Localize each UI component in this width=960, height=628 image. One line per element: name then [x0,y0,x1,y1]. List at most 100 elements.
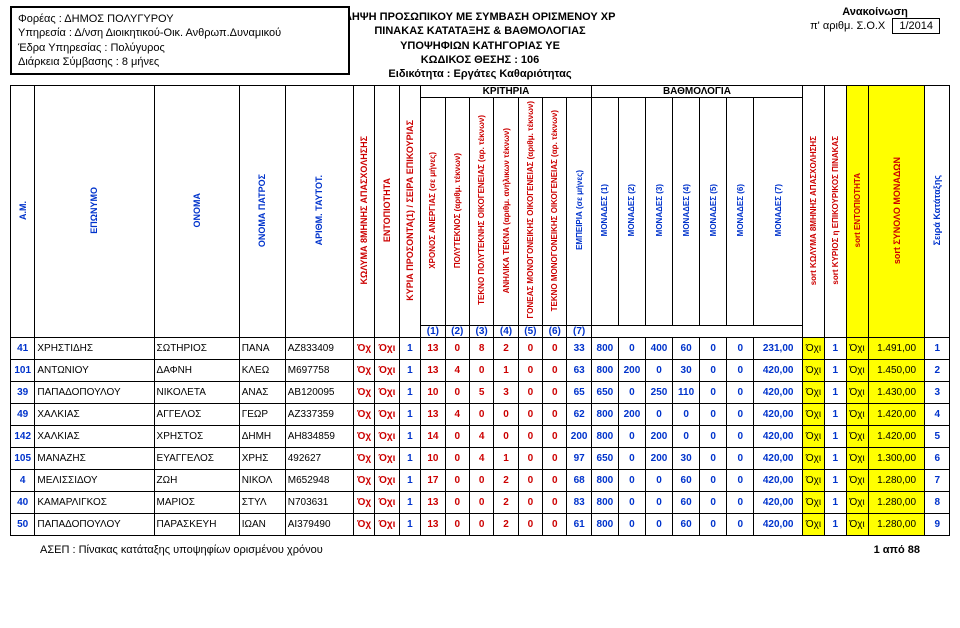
cell: Όχι [846,360,868,382]
cell: 13 [421,492,445,514]
cell: 68 [567,470,591,492]
cell: 0 [543,382,567,404]
group-kritiria: ΚΡΙΤΗΡΙΑ [421,86,592,98]
cell: ΣΤΥΛ [239,492,285,514]
cell: 33 [567,338,591,360]
cell: 200 [645,426,672,448]
cell: Όχι [375,470,399,492]
cell: 0 [618,382,645,404]
cell: ΖΩΗ [154,470,239,492]
numrow-4: (4) [494,326,518,338]
col-m2: ΜΟΝΑΔΕΣ (2) [627,181,636,239]
cell: 65 [567,382,591,404]
cell: 0 [645,470,672,492]
cell: ΔΑΦΝΗ [154,360,239,382]
cell: Όχι [846,404,868,426]
cell: 420,00 [754,426,803,448]
cell: Όχ [353,382,375,404]
col-m5: ΜΟΝΑΔΕΣ (5) [709,181,718,239]
cell: 0 [518,448,542,470]
cell: 0 [543,338,567,360]
cell: 0 [618,470,645,492]
cell: 1 [825,448,847,470]
cell: 0 [700,426,727,448]
cell: 420,00 [754,360,803,382]
cell: 1 [399,470,421,492]
cell: Όχι [803,360,825,382]
col-sort-syn: sort ΣΥΝΟΛΟ ΜΟΝΑΔΩΝ [892,154,902,267]
cell: ΓΕΩΡ [239,404,285,426]
cell: 800 [591,426,618,448]
cell: 3 [925,382,950,404]
cell: ΝΙΚΟΛ [239,470,285,492]
yp-arith: π' αριθμ. Σ.Ο.Χ [810,20,885,32]
ranking-table: Α.Μ. ΕΠΩΝΥΜΟ ΟΝΟΜΑ ΟΝΟΜΑ ΠΑΤΡΟΣ ΑΡΙΘΜ. Τ… [10,85,950,536]
cell: Όχι [846,382,868,404]
cell: ΔΗΜΗ [239,426,285,448]
cell: ΠΑΠΑΔΟΠΟΥΛΟΥ [35,382,154,404]
cell: 1.420,00 [868,404,925,426]
cell: 60 [673,514,700,536]
cell: 420,00 [754,404,803,426]
cell: 0 [445,382,469,404]
cell: Όχ [353,514,375,536]
cell: 50 [11,514,35,536]
col-sort-kyr: sort ΚΥΡΙΟΣ η ΕΠΙΚΟΥΡΙΚΟΣ ΠΙΝΑΚΑΣ [831,133,840,288]
cell: 62 [567,404,591,426]
cell: ΠΑΡΑΣΚΕΥΗ [154,514,239,536]
cell: 1 [825,360,847,382]
col-k1: ΧΡΟΝΟΣ ΑΝΕΡΓΙΑΣ (σε μήνες) [428,149,437,272]
cell: 4 [445,404,469,426]
cell: ΝΙΚΟΛΕΤΑ [154,382,239,404]
col-k7: ΕΜΠΕΙΡΙΑ (σε μήνες) [575,167,584,253]
col-kyria: ΚΥΡΙΑ ΠΡΟΣΟΝΤΑ(1) / ΣΕΙΡΑ ΕΠΙΚΟΥΡΙΑΣ [405,117,415,304]
cell: ΑΗ834859 [285,426,353,448]
group-bathm: ΒΑΘΜΟΛΟΓΙΑ [591,86,802,98]
cell: 0 [445,470,469,492]
cell: 0 [700,404,727,426]
cell: Όχ [353,448,375,470]
cell: 650 [591,382,618,404]
col-sort-kol: sort ΚΩΛΥΜΑ 8ΜΗΝΗΣ ΑΠΑΣΧΟΛΗΣΗΣ [809,133,818,288]
cell: 250 [645,382,672,404]
cell: Όχ [353,426,375,448]
cell: 0 [494,426,518,448]
cell: 1.280,00 [868,514,925,536]
cell: 10 [421,448,445,470]
cell: 0 [518,404,542,426]
cell: ΑΖ833409 [285,338,353,360]
numrow-6: (6) [543,326,567,338]
cell: 200 [618,360,645,382]
cell: 0 [727,338,754,360]
table-row: 40ΚΑΜΑΡΛΙΓΚΟΣΜΑΡΙΟΣΣΤΥΛΝ703631ΌχΌχι11300… [11,492,950,514]
col-m1: ΜΟΝΑΔΕΣ (1) [600,181,609,239]
cell: 4 [469,426,493,448]
cell: 1 [399,338,421,360]
cell: 0 [618,492,645,514]
cell: ΧΡΗΣΤΟΣ [154,426,239,448]
cell: 0 [543,448,567,470]
cell: Μ697758 [285,360,353,382]
cell: 14 [421,426,445,448]
cell: 0 [700,514,727,536]
col-m3: ΜΟΝΑΔΕΣ (3) [655,181,664,239]
cell: 5 [925,426,950,448]
col-arithm: ΑΡΙΘΜ. ΤΑΥΤΟΤ. [314,172,324,248]
cell: Όχι [803,470,825,492]
cell: Όχι [803,514,825,536]
cell: 0 [518,492,542,514]
cell: 7 [925,470,950,492]
col-onoma: ΟΝΟΜΑ [192,190,202,231]
cell: 110 [673,382,700,404]
cell: Όχ [353,338,375,360]
cell: 0 [445,448,469,470]
table-row: 105ΜΑΝΑΖΗΣΕΥΑΓΓΕΛΟΣΧΡΗΣ492627ΌχΌχι110041… [11,448,950,470]
cell: ΧΑΛΚΙΑΣ [35,426,154,448]
cell: 200 [567,426,591,448]
cell: Όχι [803,492,825,514]
numrow-2: (2) [445,326,469,338]
diarkeia-line: Διάρκεια Σύμβασης : 8 μήνες [18,55,342,69]
cell: 13 [421,514,445,536]
cell: 1 [825,470,847,492]
cell: ΜΕΛΙΣΣΙΔΟΥ [35,470,154,492]
